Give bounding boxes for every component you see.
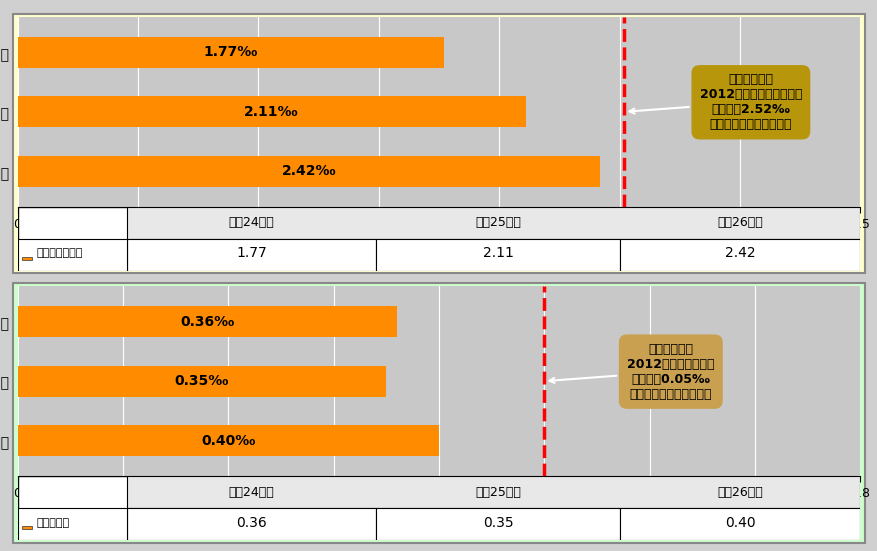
Bar [127,477,859,508]
Text: 2.11: 2.11 [482,246,513,261]
Bar [619,508,859,540]
Text: 2.42‰: 2.42‰ [282,164,336,179]
Text: 転倒転落発生率: 転倒転落発生率 [37,249,83,258]
Bar [375,508,619,540]
Bar [18,366,386,397]
Text: 損傷発生率: 損傷発生率 [37,518,69,528]
Bar [18,508,127,540]
Text: 全国的データ
2012年度転倒転落発生率
平均値：2.52‰
（日本病院会資料より）: 全国的データ 2012年度転倒転落発生率 平均値：2.52‰ （日本病院会資料よ… [629,73,802,131]
Text: 平成25年度: 平成25年度 [474,486,520,499]
Bar [18,425,438,456]
Bar [18,239,127,271]
Text: 平成24年度: 平成24年度 [228,217,274,229]
Bar [18,96,525,127]
Text: 0.36: 0.36 [236,516,267,530]
Bar [127,508,375,540]
Text: 0.35‰: 0.35‰ [175,374,229,388]
Text: 全国的データ
2012年度損傷発生率
平均値：0.05‰
（日本病院会資料より）: 全国的データ 2012年度損傷発生率 平均値：0.05‰ （日本病院会資料より） [549,343,714,401]
Text: 平成26年度: 平成26年度 [717,217,762,229]
Bar [18,37,443,68]
Text: 2.42: 2.42 [724,246,755,261]
Bar [127,239,375,271]
Bar [18,156,600,187]
Text: 2.11‰: 2.11‰ [244,105,298,119]
Text: 0.36‰: 0.36‰ [180,315,234,328]
Bar [619,239,859,271]
Text: 平成24年度: 平成24年度 [228,486,274,499]
Text: 0.35: 0.35 [482,516,513,530]
Bar [127,207,859,239]
Text: 0.40‰: 0.40‰ [201,434,255,448]
Bar [22,257,32,260]
Text: 1.77: 1.77 [236,246,267,261]
Text: 1.77‰: 1.77‰ [203,45,258,60]
Bar [375,239,619,271]
Bar [22,526,32,529]
Bar [18,306,396,337]
Text: 平成25年度: 平成25年度 [474,217,520,229]
Text: 0.40: 0.40 [724,516,755,530]
Text: 平成26年度: 平成26年度 [717,486,762,499]
